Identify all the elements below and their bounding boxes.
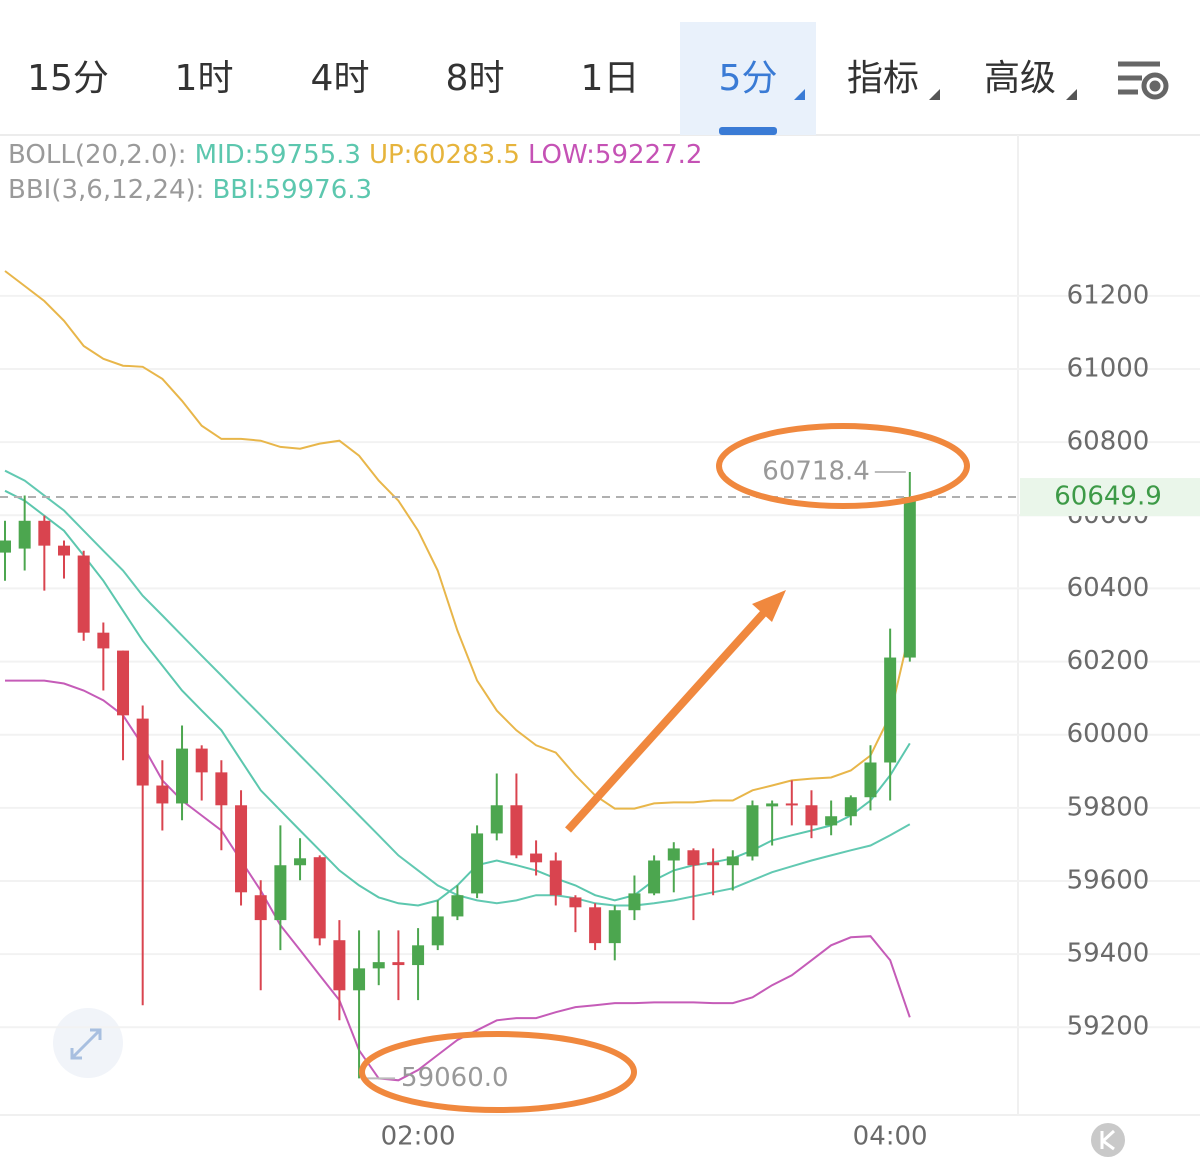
- candle-body: [687, 850, 700, 866]
- tab[interactable]: 5分: [719, 58, 778, 99]
- candle-body: [215, 772, 228, 806]
- tab[interactable]: 1日: [581, 58, 640, 99]
- highlight-ellipse: [716, 423, 970, 509]
- candle-body: [608, 910, 621, 944]
- candle-body: [136, 718, 149, 786]
- highlight-ellipse: [359, 1031, 637, 1113]
- y-tick-label: 60400: [1067, 573, 1150, 603]
- candle-body: [254, 895, 267, 921]
- candle-body: [746, 805, 759, 857]
- annotation-drawings: [359, 423, 970, 1113]
- y-tick-label: 60000: [1067, 719, 1150, 749]
- candle-body: [707, 862, 720, 866]
- tab[interactable]: 指标: [847, 58, 919, 99]
- candle-body: [77, 555, 90, 633]
- candle-body: [392, 962, 405, 966]
- candle-body: [235, 805, 248, 893]
- candle-body: [490, 805, 503, 834]
- indicator-label: LOW:59227.2: [528, 140, 702, 170]
- indicator-label: MID:59755.3: [195, 140, 361, 170]
- arrow-head: [752, 590, 786, 622]
- candle-body: [825, 816, 838, 826]
- y-tick-label: 59200: [1067, 1012, 1150, 1042]
- candle-body: [274, 865, 287, 921]
- y-tick-label: 59800: [1067, 792, 1150, 822]
- chart: BOLL(20,2.0): MID:59755.3 UP:60283.5 LOW:59…: [0, 140, 1200, 1152]
- candle-body: [58, 545, 71, 556]
- candle-body: [18, 520, 31, 549]
- expand-button[interactable]: [53, 1008, 123, 1078]
- candle-body: [117, 650, 130, 716]
- last-price-tag: [1020, 478, 1200, 517]
- candle-body: [805, 805, 818, 826]
- indicator-legend: BOLL(20,2.0): MID:59755.3 UP:60283.5 LOW:59…: [8, 140, 702, 170]
- candle-body: [372, 962, 385, 969]
- dropdown-caret: [929, 89, 940, 100]
- x-tick-label: 02:00: [381, 1122, 456, 1152]
- indicator-label: BOLL(20,2.0):: [8, 140, 187, 170]
- y-tick-label: 61200: [1067, 280, 1150, 310]
- y-tick-label: 60200: [1067, 646, 1150, 676]
- candle-body: [294, 858, 307, 866]
- candle-body: [195, 748, 208, 773]
- candle-body: [471, 833, 484, 894]
- candle-body: [451, 895, 464, 917]
- candle-body: [313, 857, 326, 939]
- candle-body: [726, 856, 739, 866]
- dropdown-caret: [1066, 89, 1077, 100]
- settings-icon[interactable]: [1118, 61, 1169, 100]
- candle-body: [864, 762, 877, 798]
- candle-body: [549, 860, 562, 896]
- x-tick-label: 04:00: [853, 1122, 928, 1152]
- candle-body: [589, 907, 602, 944]
- y-tick-label: 59400: [1067, 939, 1150, 969]
- tab[interactable]: 15分: [27, 58, 109, 99]
- candle-body: [510, 805, 523, 856]
- indicator-label: BBI:59976.3: [212, 175, 372, 205]
- dropdown-caret: [794, 89, 805, 100]
- tab[interactable]: 8时: [446, 58, 505, 99]
- candle-body: [648, 860, 661, 894]
- active-tab-bg: [680, 22, 816, 135]
- last-price-label: 60649.9: [1054, 482, 1162, 512]
- high-label: 60718.4: [762, 457, 870, 487]
- candle-body: [903, 497, 916, 658]
- indicator-legend: BBI(3,6,12,24): BBI:59976.3: [8, 175, 372, 205]
- candle-body: [97, 632, 110, 649]
- trend-arrow: [565, 603, 773, 833]
- indicator-label: BBI(3,6,12,24):: [8, 175, 204, 205]
- candle-body: [431, 916, 444, 946]
- y-tick-label: 61000: [1067, 354, 1150, 384]
- candle-body: [333, 940, 346, 991]
- y-tick-label: 59600: [1067, 865, 1150, 895]
- k-button[interactable]: [1091, 1123, 1125, 1157]
- indicator-label: UP:60283.5: [369, 140, 520, 170]
- y-tick-label: 60800: [1067, 427, 1150, 457]
- candle-body: [785, 803, 798, 806]
- candle-body: [628, 893, 641, 911]
- candle-body: [176, 748, 189, 804]
- tab[interactable]: 4时: [311, 58, 370, 99]
- indicator-line: [5, 679, 911, 1082]
- candle-body: [156, 785, 169, 804]
- candle-body: [884, 657, 897, 763]
- candle-body: [412, 945, 425, 966]
- candle-body: [569, 897, 582, 908]
- candle-body: [667, 848, 680, 861]
- candle-body: [0, 540, 11, 553]
- active-tab-indicator: [719, 127, 777, 135]
- candle-body: [766, 803, 779, 807]
- candle-body: [530, 853, 543, 863]
- tab[interactable]: 1时: [175, 58, 234, 99]
- candle-body: [353, 968, 366, 991]
- tab[interactable]: 高级: [984, 58, 1056, 99]
- indicator-line: [4, 270, 911, 810]
- candle-body: [38, 520, 51, 546]
- low-label: 59060.0: [401, 1063, 509, 1093]
- candle-body: [844, 797, 857, 817]
